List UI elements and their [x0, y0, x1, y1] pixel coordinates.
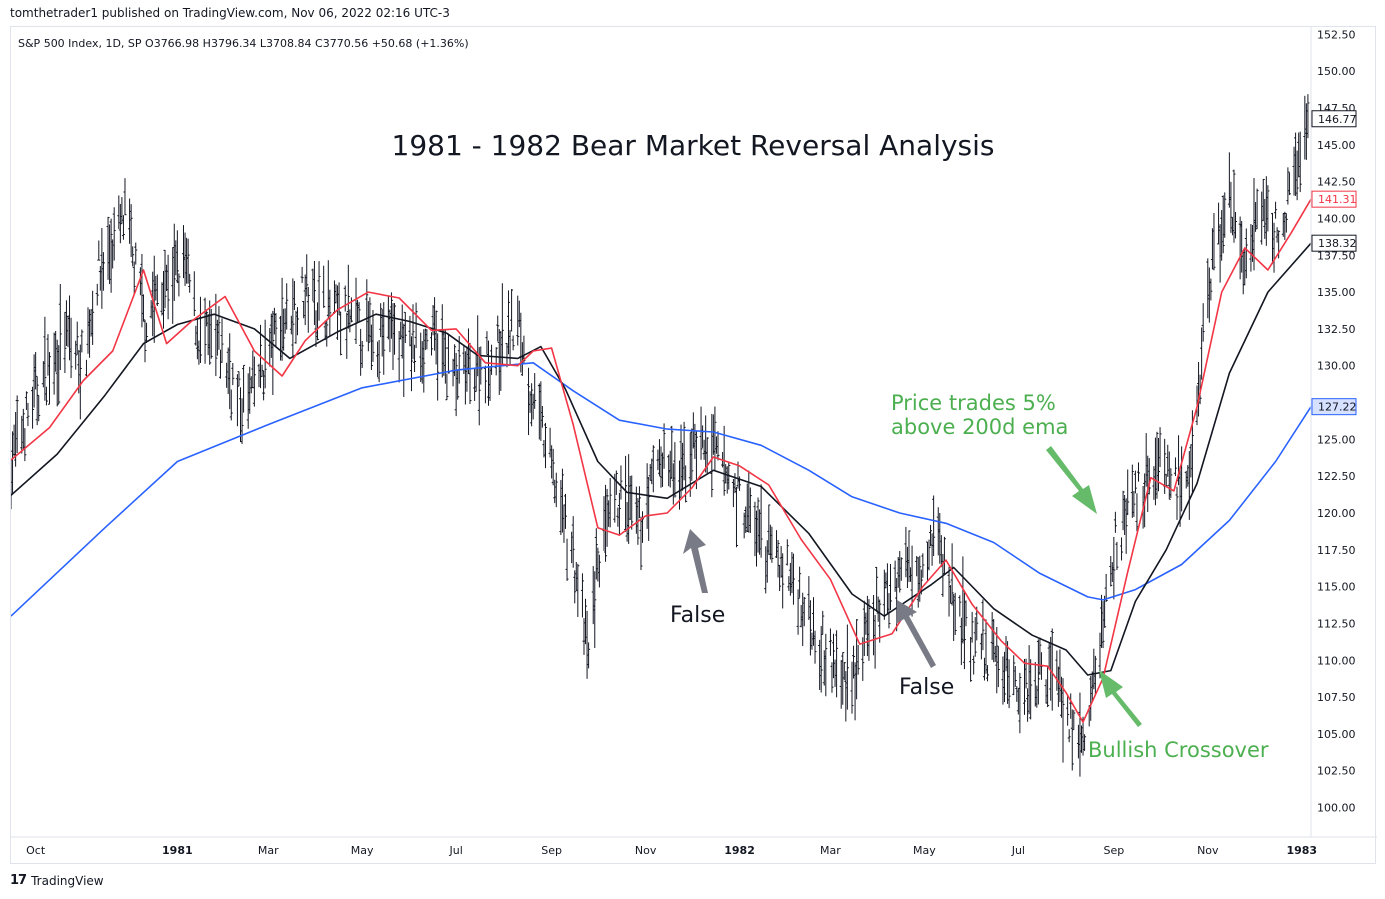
- y-tick-label: 120.00: [1317, 507, 1356, 520]
- y-tick-label: 107.50: [1317, 691, 1356, 704]
- annotations: False False Price trades 5% above 200d e…: [670, 391, 1269, 762]
- x-tick-label: Mar: [258, 844, 279, 857]
- arrow-price-trades-icon: [1046, 446, 1097, 514]
- y-tick-label: 117.50: [1317, 544, 1356, 557]
- chart-frame[interactable]: S&P 500 Index, 1D, SP O3766.98 H3796.34 …: [10, 26, 1377, 865]
- y-tick-label: 102.50: [1317, 765, 1356, 778]
- y-tick-label: 125.00: [1317, 433, 1356, 446]
- x-tick-label: May: [913, 844, 936, 857]
- price-label-box: [1311, 234, 1357, 252]
- x-tick-label: Jul: [1011, 844, 1025, 857]
- x-tick-label: Oct: [26, 844, 46, 857]
- x-tick-label: Jul: [449, 844, 463, 857]
- ema200-line: [11, 361, 1312, 617]
- y-tick-label: 115.00: [1317, 581, 1356, 594]
- y-tick-label: 152.50: [1317, 28, 1356, 41]
- y-tick-label: 140.00: [1317, 212, 1356, 225]
- x-tick-label: 1982: [724, 844, 755, 857]
- price-bars: [11, 94, 1310, 777]
- annotation-bullish-crossover: Bullish Crossover: [1088, 738, 1269, 762]
- x-tick-label: 1983: [1286, 844, 1317, 857]
- arrow-false-2-icon: [896, 600, 936, 668]
- x-tick-label: 1981: [162, 844, 193, 857]
- y-tick-label: 110.00: [1317, 654, 1356, 667]
- y-tick-label: 135.00: [1317, 286, 1356, 299]
- arrow-false-1-icon: [683, 529, 708, 593]
- price-label-box: [1311, 110, 1357, 128]
- ema20-line: [11, 198, 1312, 723]
- y-tick-label: 137.50: [1317, 249, 1356, 262]
- y-tick-label: 122.50: [1317, 470, 1356, 483]
- price-label-box: [1311, 190, 1357, 208]
- footer-brand[interactable]: 17 TradingView: [10, 873, 104, 888]
- ema-lines: [11, 198, 1312, 723]
- x-tick-label: May: [351, 844, 374, 857]
- chart-legend: S&P 500 Index, 1D, SP O3766.98 H3796.34 …: [18, 37, 469, 50]
- x-tick-label: Sep: [541, 844, 562, 857]
- ema50-line: [11, 242, 1312, 676]
- annotation-false-1: False: [670, 603, 725, 628]
- annotation-false-2: False: [899, 675, 954, 700]
- annotation-price-trades-line1: Price trades 5%: [891, 391, 1056, 415]
- y-tick-label: 142.50: [1317, 176, 1356, 189]
- x-tick-label: Sep: [1103, 844, 1124, 857]
- x-tick-label: Nov: [635, 844, 657, 857]
- price-label-price: 146.77: [1318, 113, 1357, 126]
- time-axis[interactable]: Oct 1981 Mar May Jul Sep Nov 1982 Mar May Jul Sep No…: [26, 844, 1317, 857]
- y-tick-label: 132.50: [1317, 323, 1356, 336]
- y-tick-label: 150.00: [1317, 65, 1356, 78]
- arrow-bullish-icon: [1099, 670, 1142, 727]
- x-tick-label: Nov: [1197, 844, 1219, 857]
- price-label-ema200: 127.22: [1318, 401, 1357, 414]
- publisher-line: tomthetrader1 published on TradingView.c…: [10, 6, 450, 20]
- price-labels: 146.77 141.31 138.32 127.22: [1311, 110, 1357, 416]
- tradingview-logo-icon: 17: [10, 873, 27, 888]
- y-tick-label: 112.50: [1317, 617, 1356, 630]
- y-tick-label: 130.00: [1317, 360, 1356, 373]
- x-tick-label: Mar: [820, 844, 841, 857]
- brand-name: TradingView: [31, 873, 104, 888]
- y-tick-label: 145.00: [1317, 139, 1356, 152]
- annotation-price-trades-line2: above 200d ema: [891, 415, 1068, 439]
- price-label-box: [1311, 398, 1357, 416]
- price-label-ema20: 141.31: [1318, 193, 1357, 206]
- y-tick-label: 100.00: [1317, 802, 1356, 815]
- y-tick-label: 105.00: [1317, 728, 1356, 741]
- chart-title: 1981 - 1982 Bear Market Reversal Analysi…: [392, 129, 995, 162]
- price-axis[interactable]: 152.50150.00147.50145.00142.50140.00137.…: [1317, 28, 1356, 814]
- price-label-ema50: 138.32: [1318, 237, 1357, 250]
- chart-svg[interactable]: S&P 500 Index, 1D, SP O3766.98 H3796.34 …: [11, 27, 1377, 865]
